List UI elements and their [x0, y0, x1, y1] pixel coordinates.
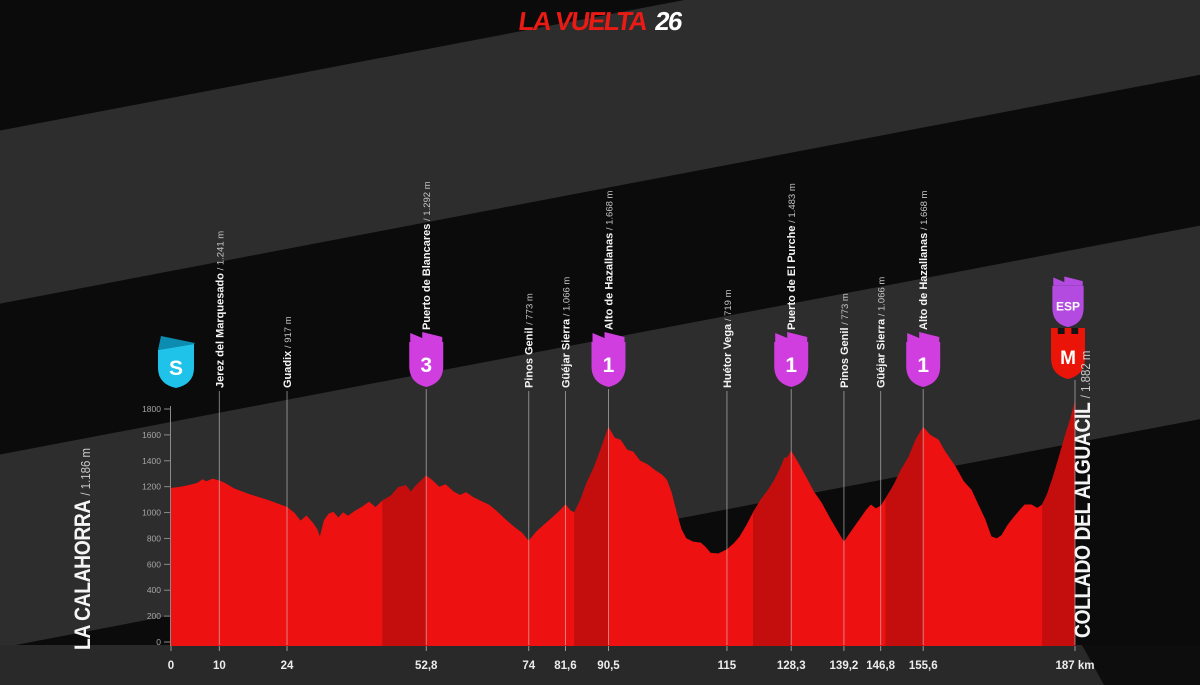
race-wordmark: LA VUELTA	[516, 6, 649, 36]
category-badge-number: 1	[603, 354, 615, 377]
start-location-name: LA CALAHORRA	[70, 500, 95, 650]
badge-ribbon	[1053, 276, 1083, 286]
elevation-axis-label: 1000	[142, 508, 161, 518]
elevation-axis-label: 1800	[142, 404, 161, 414]
waypoint-label: Pinos Genil / 773 m	[524, 293, 536, 388]
finish-badge-checker	[1064, 328, 1072, 334]
finish-badge: M	[1051, 328, 1085, 379]
km-axis-label: 187 km	[1055, 660, 1094, 672]
km-axis-label: 74	[522, 660, 535, 672]
km-axis-label: 52,8	[415, 660, 438, 672]
start-location-label: LA CALAHORRA / 1.186 m	[70, 448, 96, 650]
esp-badge: ESP	[1052, 276, 1084, 328]
badge-body	[1052, 285, 1084, 328]
waypoint-label: Guadix / 917 m	[282, 316, 294, 388]
waypoint-label: Puerto de Blancares / 1.292 m	[421, 181, 433, 330]
climb-segment	[382, 401, 427, 646]
elevation-axis-label: 800	[147, 533, 161, 543]
start-badge: S	[158, 336, 195, 388]
badge-body	[409, 342, 444, 387]
badge-body	[774, 342, 809, 387]
waypoint-label: Huétor Vega / 719 m	[722, 289, 734, 388]
esp-badge-text: ESP	[1056, 300, 1080, 314]
climb-segment	[574, 401, 609, 646]
km-axis-label: 155,6	[909, 660, 938, 672]
elevation-axis-label: 600	[147, 559, 161, 569]
start-badge-body	[158, 344, 194, 388]
waypoint-label: Alto de Hazallanas / 1.668 m	[603, 190, 615, 330]
category-badge-number: 1	[785, 354, 797, 377]
elevation-axis-label: 400	[147, 585, 161, 595]
finish-location-label: COLLADO DEL ALGUACIL / 1.882 m	[1070, 351, 1096, 638]
category-badge: 1	[774, 332, 809, 387]
km-axis-label: 0	[168, 660, 174, 672]
finish-badge-letter: M	[1060, 348, 1076, 369]
waypoint-label: Puerto de El Purche / 1.483 m	[786, 183, 798, 330]
climb-segment	[753, 401, 792, 646]
climb-segment	[885, 401, 924, 646]
finish-badge-checker	[1078, 328, 1085, 334]
category-badge-number: 1	[917, 354, 929, 377]
start-badge-fold	[158, 336, 195, 350]
finish-badge-checker	[1051, 328, 1058, 334]
badge-ribbon	[775, 332, 808, 342]
km-axis-label: 139,2	[830, 660, 859, 672]
badge-ribbon	[907, 332, 940, 342]
category-badge: 1	[906, 332, 941, 387]
elevation-axis-label: 1400	[142, 456, 161, 466]
km-axis-label: 128,3	[777, 660, 806, 672]
km-axis-strip	[0, 645, 1200, 685]
elevation-axis-label: 0	[156, 637, 161, 647]
start-location-altitude: / 1.186 m	[78, 447, 93, 496]
badge-body	[591, 342, 626, 387]
km-axis-strip-dark-wedge	[1082, 645, 1200, 685]
elevation-axis-label: 200	[147, 611, 161, 621]
badge-body	[906, 342, 941, 387]
waypoint-label: Jerez del Marquesado / 1.241 m	[214, 231, 226, 388]
km-axis-label: 115	[718, 660, 737, 672]
badge-body	[1051, 334, 1085, 379]
km-axis-label: 90,5	[597, 660, 620, 672]
waypoint-label: Güéjar Sierra / 1.066 m	[876, 277, 888, 388]
category-badge: 3	[409, 332, 444, 387]
elevation-profile-area	[171, 401, 1075, 646]
km-axis-label: 24	[281, 660, 294, 672]
category-badge: 1	[591, 332, 626, 387]
stage-title: LA VUELTA 26	[0, 6, 1200, 37]
start-badge-letter: S	[169, 357, 183, 380]
finish-location-name: COLLADO DEL ALGUACIL	[1070, 402, 1095, 638]
badge-ribbon	[592, 332, 625, 342]
elevation-axis-label: 1600	[142, 430, 161, 440]
category-badge-number: 3	[420, 354, 432, 377]
edition-number: 26	[653, 6, 684, 36]
elevation-axis-label: 1200	[142, 482, 161, 492]
km-axis-label: 146,8	[866, 660, 895, 672]
finish-location-altitude: / 1.882 m	[1078, 350, 1093, 399]
badge-ribbon	[410, 332, 443, 342]
waypoint-label: Güéjar Sierra / 1.066 m	[560, 277, 572, 388]
waypoint-label: Pinos Genil / 773 m	[839, 293, 851, 388]
km-axis-label: 81,6	[554, 660, 576, 672]
km-axis-label: 10	[213, 660, 226, 672]
waypoint-label: Alto de Hazallanas / 1.668 m	[918, 190, 930, 330]
